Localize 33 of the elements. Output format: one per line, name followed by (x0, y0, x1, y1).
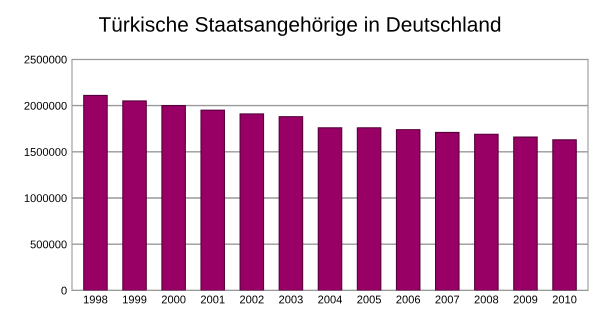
bar (318, 127, 342, 290)
x-tick-label: 2006 (396, 296, 420, 304)
bar (356, 127, 382, 290)
x-tick-label: 2005 (357, 296, 381, 304)
x-tick-label: 2001 (200, 296, 225, 304)
bar (83, 94, 108, 290)
bar (122, 100, 147, 290)
bar (278, 116, 304, 290)
x-tick-label: 2008 (474, 296, 498, 304)
bar (200, 110, 226, 290)
y-tick-label: 2000000 (24, 102, 67, 110)
bar (396, 129, 420, 290)
y-tick-label: 500000 (30, 240, 67, 248)
x-tick-label: 2007 (435, 296, 460, 304)
bar (552, 139, 577, 290)
y-tick-label: 2500000 (24, 56, 67, 64)
x-tick-label: 2003 (279, 296, 303, 304)
bar (434, 132, 460, 290)
bar (474, 134, 499, 290)
x-tick-label: 2004 (318, 296, 342, 304)
y-tick-label: 1500000 (24, 148, 67, 156)
x-tick-label: 2000 (162, 296, 186, 304)
x-tick-label: 2010 (552, 296, 576, 304)
bar (240, 113, 264, 290)
y-tick-label: 0 (61, 286, 67, 295)
bar (161, 105, 186, 290)
x-tick-label: 1998 (84, 296, 108, 304)
bar (513, 136, 538, 290)
x-tick-label: 1999 (123, 296, 146, 304)
x-tick-label: 2009 (514, 296, 538, 304)
x-tick-label: 2002 (240, 296, 264, 304)
y-tick-label: 1000000 (24, 194, 67, 202)
chart-title: Türkische Staatsangehörige in Deutschland (98, 16, 500, 36)
